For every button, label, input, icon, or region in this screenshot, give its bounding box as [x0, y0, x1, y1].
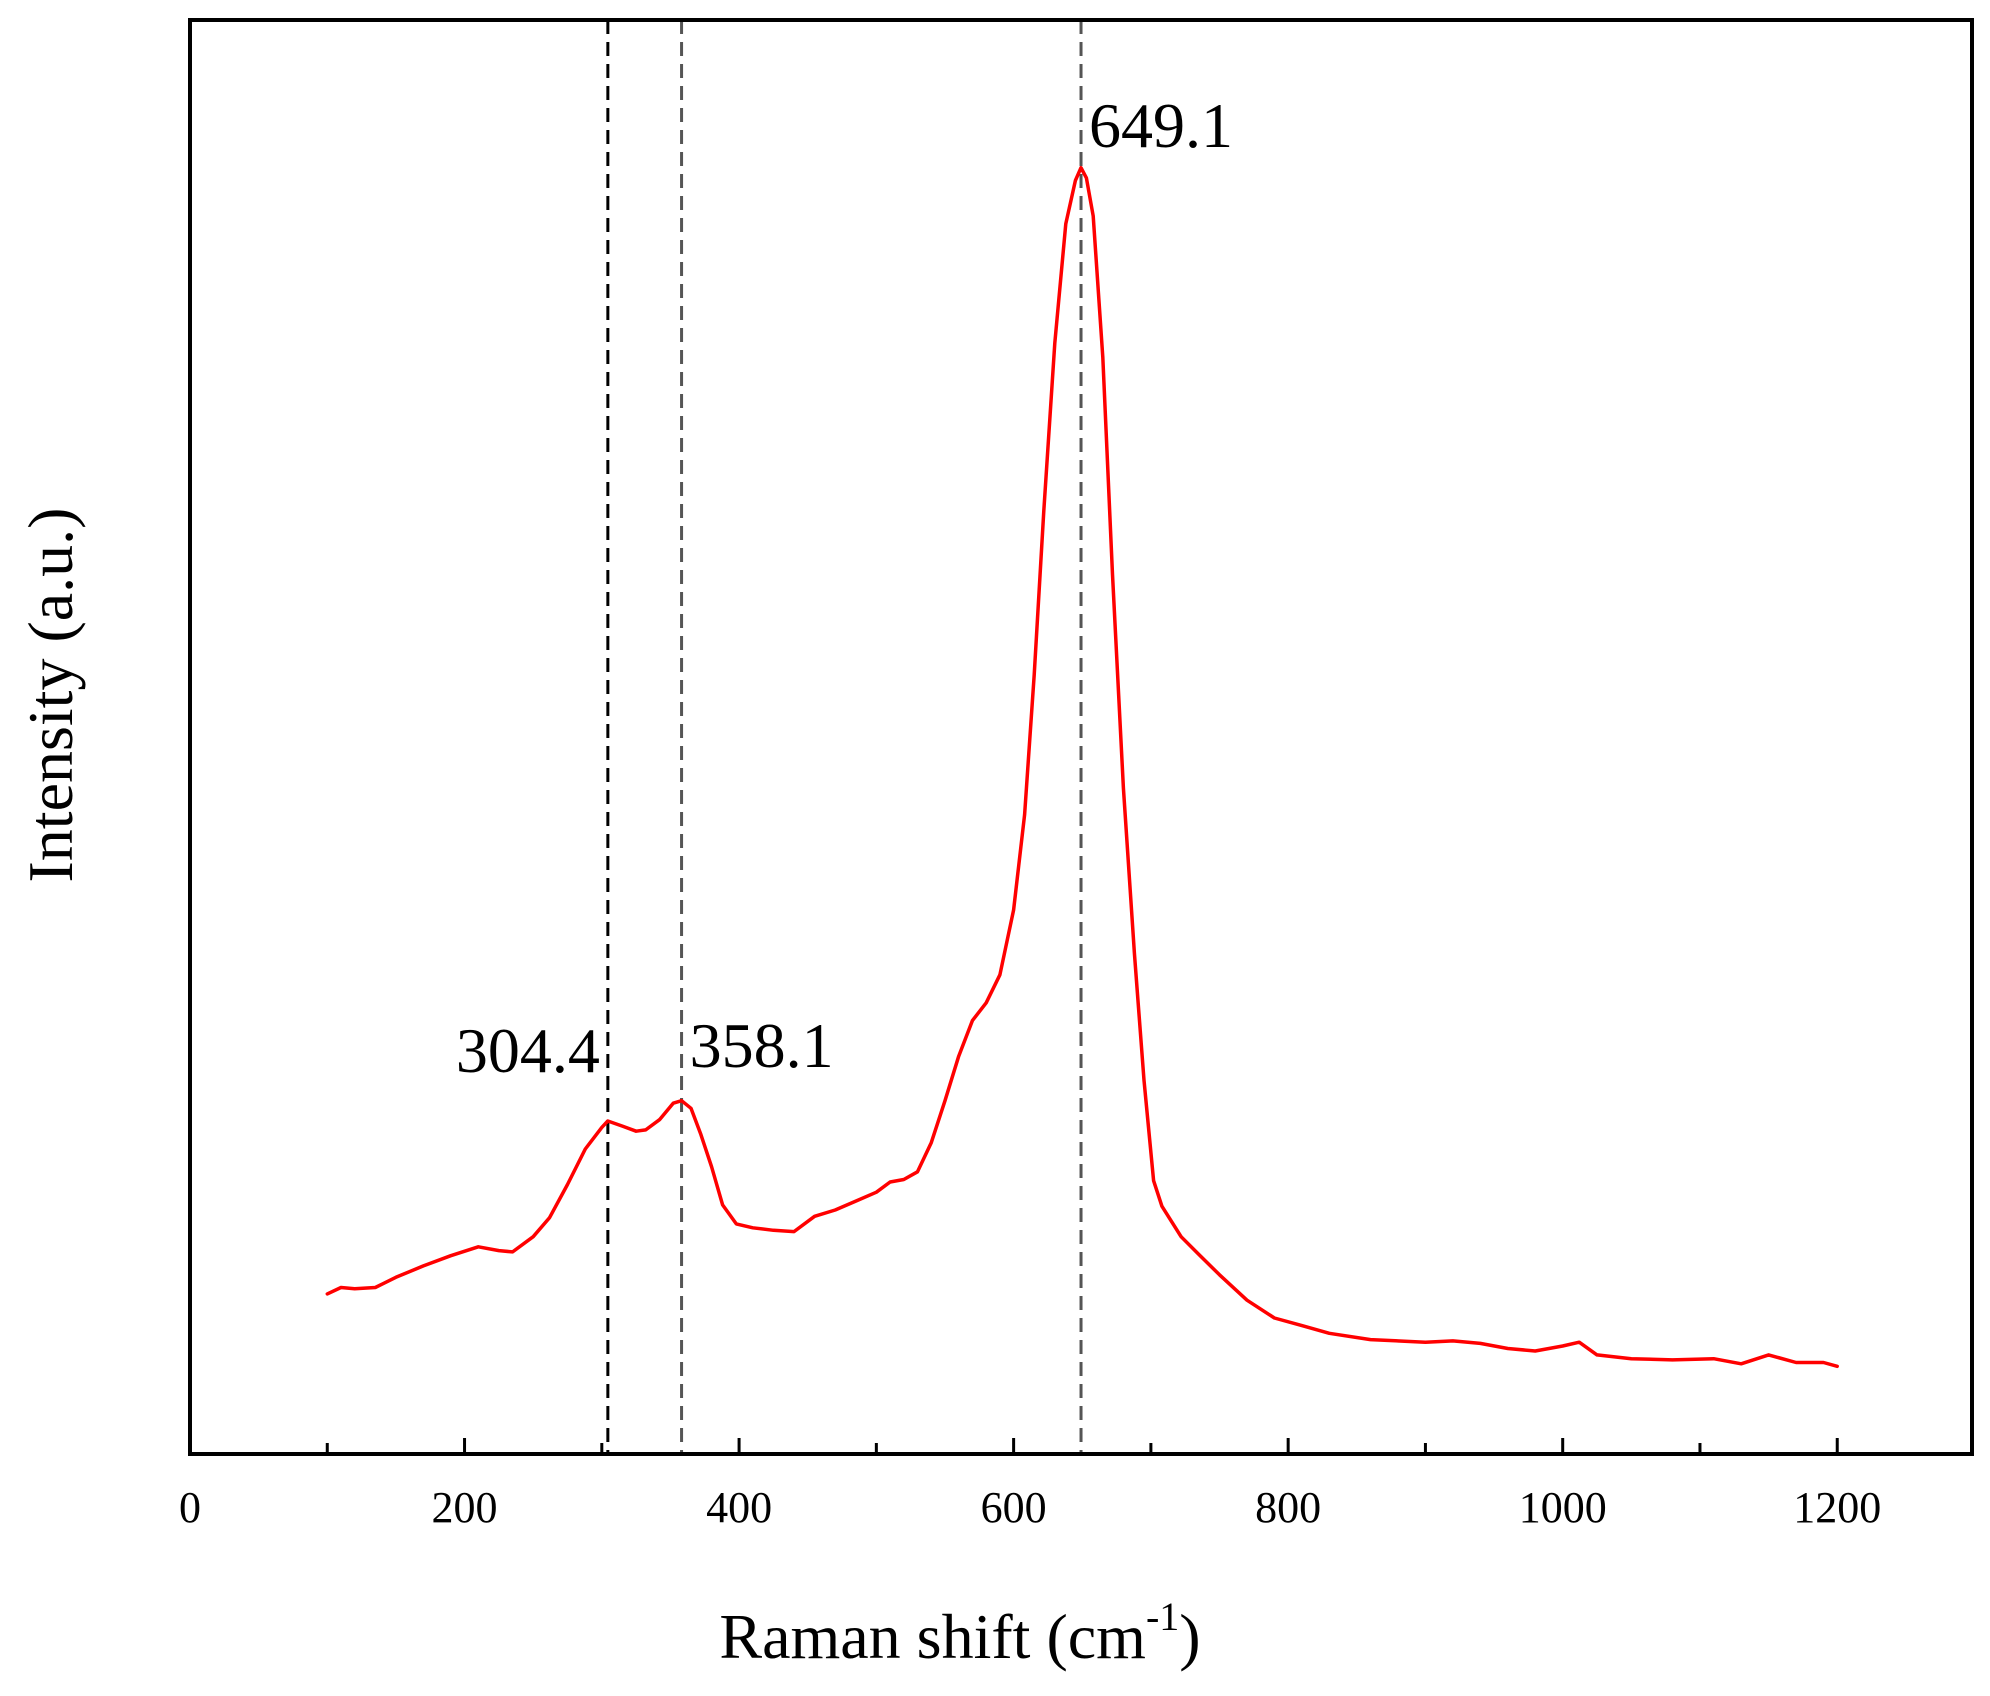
x-tick-label-0: 0	[179, 1483, 201, 1532]
x-tick-label-400: 400	[706, 1483, 772, 1532]
x-tick-label-1000: 1000	[1519, 1483, 1607, 1532]
peak-labels: 304.4 358.1 649.1	[456, 90, 1233, 1086]
x-tick-label-200: 200	[432, 1483, 498, 1532]
spectrum-line	[325, 165, 1839, 1369]
peak-label-649-1: 649.1	[1089, 90, 1233, 161]
x-tick-label-800: 800	[1255, 1483, 1321, 1532]
reference-lines	[606, 20, 1083, 1454]
x-axis-title-suffix: )	[1179, 1601, 1200, 1672]
x-axis-title: Raman shift (cm-1)	[719, 1594, 1200, 1672]
peak-label-304-4: 304.4	[456, 1015, 600, 1086]
x-axis-tick-labels: 0 200 400 600 800 1000 1200	[179, 1483, 1881, 1532]
peak-label-358-1: 358.1	[690, 1010, 834, 1081]
y-axis-title: Intensity (a.u.)	[15, 508, 86, 883]
plot-frame	[188, 18, 1974, 1456]
x-tick-label-600: 600	[981, 1483, 1047, 1532]
x-axis-title-main: Raman shift (cm	[719, 1601, 1146, 1672]
x-tick-label-1200: 1200	[1793, 1483, 1881, 1532]
x-axis-title-superscript: -1	[1146, 1594, 1179, 1639]
x-axis-ticks	[325, 1438, 1839, 1454]
